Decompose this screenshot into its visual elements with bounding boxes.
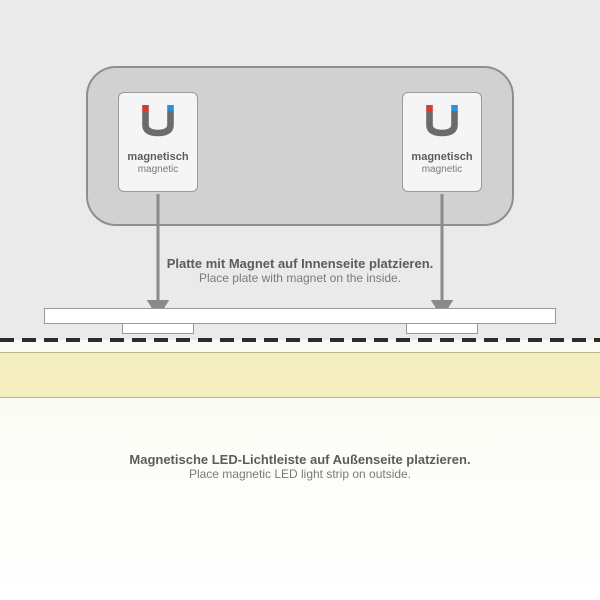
magnet-label-de: magnetisch	[119, 151, 197, 164]
magnet-icon	[136, 103, 180, 145]
led-strip	[0, 352, 600, 398]
instruction-bottom-en: Place magnetic LED light strip on outsid…	[0, 467, 600, 481]
magnet-icon	[420, 103, 464, 145]
partition-dashed-line	[0, 338, 600, 342]
instruction-top: Platte mit Magnet auf Innenseite platzie…	[0, 256, 600, 285]
plate-tab	[122, 324, 194, 334]
magnet-box: magnetisch magnetic	[402, 92, 482, 192]
magnet-label-en: magnetic	[403, 164, 481, 176]
instruction-top-de: Platte mit Magnet auf Innenseite platzie…	[0, 256, 600, 271]
magnet-label: magnetisch magnetic	[119, 151, 197, 175]
magnet-label-en: magnetic	[119, 164, 197, 176]
magnet-label: magnetisch magnetic	[403, 151, 481, 175]
instruction-bottom-de: Magnetische LED-Lichtleiste auf Außensei…	[0, 452, 600, 467]
plate-tab	[406, 324, 478, 334]
plate	[44, 308, 556, 324]
magnet-box: magnetisch magnetic	[118, 92, 198, 192]
instruction-bottom: Magnetische LED-Lichtleiste auf Außensei…	[0, 452, 600, 481]
magnet-label-de: magnetisch	[403, 151, 481, 164]
instruction-top-en: Place plate with magnet on the inside.	[0, 271, 600, 285]
